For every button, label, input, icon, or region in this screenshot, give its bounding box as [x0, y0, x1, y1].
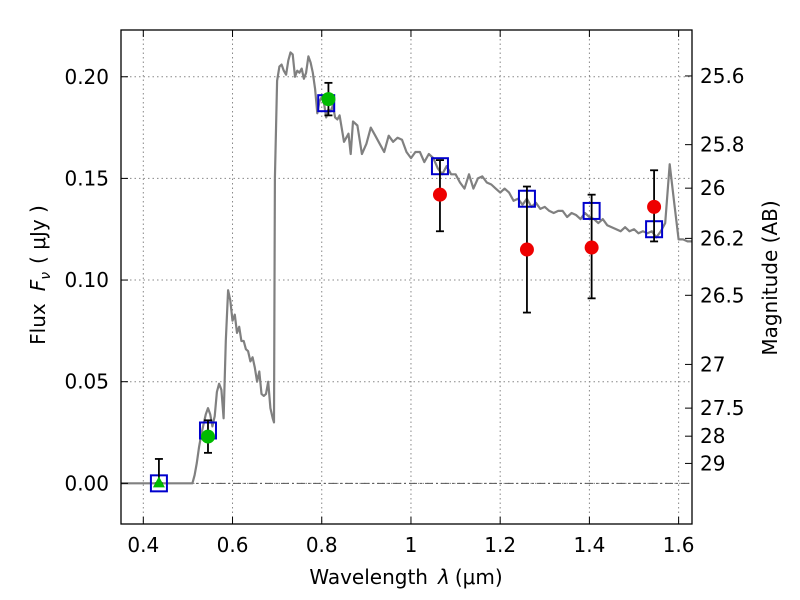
- upper-limit-triangle: [152, 476, 165, 488]
- new-observation-point: [584, 240, 599, 255]
- y-tick-label: 0.15: [64, 166, 109, 190]
- y2-tick-label: 29: [700, 451, 725, 475]
- y-axis-label-symbol: F: [26, 279, 50, 291]
- y2-tick-label: 25.6: [700, 64, 745, 88]
- detection-point: [321, 92, 336, 107]
- x-tick-label: 1.4: [573, 533, 605, 557]
- y2-tick-label: 26.2: [700, 226, 745, 250]
- plot-background: [121, 30, 692, 524]
- new-observation-point: [432, 187, 447, 202]
- y-axis-label-unit: ( μJy ): [26, 205, 50, 264]
- y2-tick-label: 25.8: [700, 133, 745, 157]
- y-tick-label: 0.10: [64, 268, 109, 292]
- x-tick-label: 1.2: [484, 533, 516, 557]
- y2-tick-label: 27.5: [700, 396, 745, 420]
- y2-tick-label: 26: [700, 176, 725, 200]
- data-layer: [121, 51, 692, 493]
- x-tick-label: 0.4: [127, 533, 159, 557]
- y-tick-label: 0.05: [64, 370, 109, 394]
- x-axis-label: Wavelength λ (μm): [309, 565, 502, 589]
- new-observation-point: [519, 242, 534, 257]
- secondary-y-axis-label: Magnitude (AB): [758, 200, 782, 355]
- x-axis-label-text: Wavelength: [309, 565, 428, 589]
- x-tick-label: 0.6: [217, 533, 249, 557]
- y-axis-label: Flux Fν ( μJy ): [26, 205, 54, 345]
- model-spectrum-line: [121, 51, 692, 485]
- new-observation-point: [647, 199, 662, 214]
- y-axis-label-symbol-subscript: ν: [38, 272, 54, 280]
- y2-tick-label: 28: [700, 424, 725, 448]
- x-tick-label: 1.6: [663, 533, 695, 557]
- y-axis-label-text: Flux: [26, 303, 50, 345]
- x-tick-label: 1: [405, 533, 418, 557]
- y2-tick-label: 27: [700, 352, 725, 376]
- x-axis-label-unit: (μm): [455, 565, 503, 589]
- grid: [121, 30, 692, 524]
- x-axis-label-symbol: λ: [437, 565, 450, 589]
- axis-ticks: 0.4 0.6 0.8 1 1.2 1.4 1.6 0.00 0.05 0.10 0.15 0.20 2…: [64, 30, 745, 557]
- y-tick-label: 0.20: [64, 65, 109, 89]
- x-tick-label: 0.8: [306, 533, 338, 557]
- detection-point: [200, 429, 215, 444]
- plot-frame: [120, 29, 693, 525]
- y2-tick-label: 26.5: [700, 283, 745, 307]
- y-tick-label: 0.00: [64, 471, 109, 495]
